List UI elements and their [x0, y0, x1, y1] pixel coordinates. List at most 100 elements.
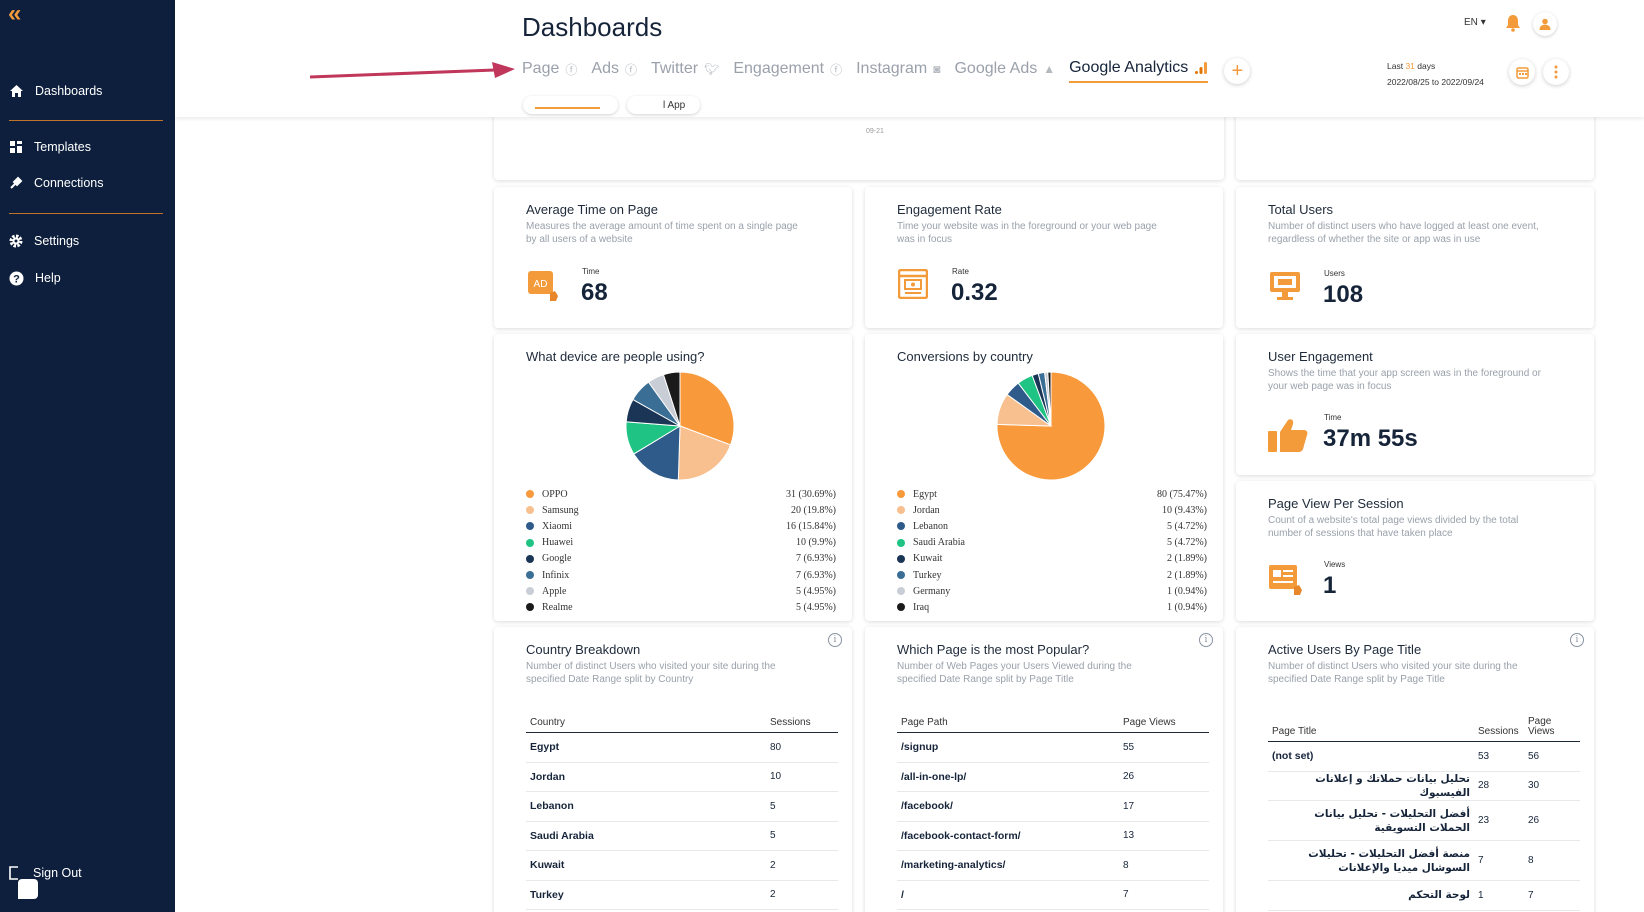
total-users-card: Total Users Number of distinct users who…: [1236, 187, 1594, 328]
sign-out-label: Sign Out: [33, 866, 82, 880]
cell-page-views: 13: [1119, 821, 1209, 851]
notifications-button[interactable]: [1505, 14, 1521, 37]
cell-country: Jordan: [526, 762, 766, 792]
legend-label: Kuwait: [897, 553, 942, 564]
legend-swatch: [897, 506, 905, 515]
legend-item[interactable]: Germany 1 (0.94%): [897, 583, 1207, 599]
legend-item[interactable]: Iraq 1 (0.94%): [897, 599, 1207, 615]
tab-twitter[interactable]: Twitter 🐦︎: [651, 60, 719, 82]
tab-google-analytics[interactable]: Google Analytics: [1069, 59, 1209, 83]
sidebar-item-settings[interactable]: Settings: [0, 227, 175, 255]
legend-label: Xiaomi: [526, 521, 572, 532]
legend-item[interactable]: Infinix 7 (6.93%): [526, 567, 836, 583]
facebook-icon: ⓕ: [565, 62, 578, 77]
legend-swatch: [526, 603, 534, 612]
legend-item[interactable]: Huawei 10 (9.9%): [526, 535, 836, 551]
plus-icon: +: [1231, 59, 1244, 82]
cell-country: Turkey: [526, 880, 766, 910]
card-title: Country Breakdown: [526, 642, 641, 657]
legend-value: 1 (0.94%): [1167, 585, 1207, 597]
pie-slice-samsung[interactable]: [677, 425, 732, 481]
legend-item[interactable]: Jordan 10 (9.43%): [897, 502, 1207, 518]
more-options-button[interactable]: [1543, 59, 1569, 85]
table-row: /marketing-analytics/8: [897, 850, 1209, 881]
pie-slice-realme[interactable]: [662, 371, 681, 427]
legend-item[interactable]: Xiaomi 16 (15.84%): [526, 518, 836, 534]
legend-item[interactable]: Lebanon 5 (4.72%): [897, 518, 1207, 534]
cell-page-title: تحليل بيانات حملاتك و إعلانات الفيسبوك: [1268, 771, 1474, 801]
legend-swatch: [897, 522, 905, 531]
pie-slice-iraq[interactable]: [1047, 371, 1052, 427]
legend-item[interactable]: OPPO 31 (30.69%): [526, 486, 836, 502]
tab-ads[interactable]: Ads ⓕ: [591, 60, 637, 82]
cell-page-views: 30: [1524, 771, 1580, 801]
sidebar-item-templates[interactable]: Templates: [0, 133, 175, 161]
tab-engagement[interactable]: Engagement ⓕ: [733, 60, 842, 82]
legend-value: 16 (15.84%): [786, 520, 836, 532]
annotation-arrow: [310, 62, 515, 79]
sidebar-item-dashboards[interactable]: Dashboards: [0, 77, 175, 105]
sidebar-item-connections[interactable]: Connections: [0, 169, 175, 197]
sidebar-item-label: Connections: [34, 176, 104, 190]
legend-item[interactable]: Google 7 (6.93%): [526, 551, 836, 567]
tab-google-ads[interactable]: Google Ads ▲: [954, 60, 1055, 82]
legend-value: 1 (0.94%): [1167, 601, 1207, 613]
sidebar-item-help[interactable]: ? Help: [0, 264, 175, 292]
chart-filter-pill[interactable]: l App: [627, 96, 700, 114]
cell-page-path: /facebook/: [897, 791, 1119, 822]
collapse-sidebar-icon[interactable]: «: [8, 0, 22, 27]
table-row: منصة أفضل التحليلات - تحليلات السوشال مي…: [1268, 840, 1580, 881]
cell-sessions: 1: [1474, 880, 1524, 911]
table-row: Kuwait 2: [526, 850, 838, 881]
legend-value: 2 (1.89%): [1167, 553, 1207, 565]
legend-item[interactable]: Turkey 2 (1.89%): [897, 567, 1207, 583]
legend-swatch: [526, 554, 534, 563]
card-description: Shows the time that your app screen was …: [1268, 368, 1541, 392]
tab-page[interactable]: Page ⓕ: [522, 60, 577, 82]
cell-sessions: 7: [1474, 840, 1524, 881]
table-row: أفضل التحليلات - تحليل بيانات الحملات ال…: [1268, 800, 1580, 841]
metric-value: 0.32: [951, 279, 998, 306]
cell-sessions: 2: [766, 850, 838, 881]
pie-slice-xiaomi[interactable]: [633, 425, 681, 481]
cell-page-path: /marketing-analytics/: [897, 850, 1119, 881]
conversions-pie-chart: [996, 371, 1106, 481]
table-row: Egypt 80: [526, 732, 838, 763]
pie-slice-oppo[interactable]: [679, 371, 735, 446]
legend-item[interactable]: Saudi Arabia 5 (4.72%): [897, 535, 1207, 551]
tab-instagram[interactable]: Instagram ◙: [856, 60, 940, 82]
calendar-button[interactable]: [1509, 59, 1535, 85]
column-header: Country: [526, 713, 766, 733]
google-ads-icon: ▲: [1043, 62, 1056, 76]
sidebar-item-label: Templates: [34, 140, 91, 154]
sign-out-button[interactable]: Sign Out: [9, 866, 82, 880]
add-tab-button[interactable]: +: [1224, 58, 1251, 84]
language-select[interactable]: EN ▾: [1464, 17, 1486, 28]
legend-item[interactable]: Apple 5 (4.95%): [526, 583, 836, 599]
user-menu-button[interactable]: [1533, 12, 1557, 36]
chat-widget-icon[interactable]: [18, 879, 38, 899]
legend-item[interactable]: Kuwait 2 (1.89%): [897, 551, 1207, 567]
cell-country: Kuwait: [526, 850, 766, 881]
svg-text:?: ?: [13, 273, 20, 285]
tab-label: Google Ads: [954, 60, 1038, 77]
help-icon: ?: [9, 271, 24, 285]
legend-item[interactable]: Realme 5 (4.95%): [526, 599, 836, 615]
info-icon[interactable]: i: [1570, 633, 1584, 647]
legend-swatch: [897, 554, 905, 563]
info-icon[interactable]: i: [1199, 633, 1213, 647]
legend-swatch: [526, 587, 534, 596]
cell-page-views: 7: [1524, 880, 1580, 911]
chart-filter-pill[interactable]: [523, 96, 618, 114]
legend-item[interactable]: Egypt 80 (75.47%): [897, 486, 1207, 502]
kebab-menu-icon: [1554, 65, 1558, 79]
table-row: Jordan 10: [526, 762, 838, 792]
legend-item[interactable]: Samsung 20 (19.8%): [526, 502, 836, 518]
legend-swatch: [526, 490, 534, 499]
conversions-card: Conversions by country Egypt 80 (75.47%) J…: [865, 334, 1223, 621]
info-icon[interactable]: i: [828, 633, 842, 647]
user-icon: [1539, 18, 1551, 30]
column-header: Page Views: [1524, 713, 1580, 742]
legend-value: 80 (75.47%): [1157, 488, 1207, 500]
twitter-icon: 🐦︎: [704, 62, 720, 76]
